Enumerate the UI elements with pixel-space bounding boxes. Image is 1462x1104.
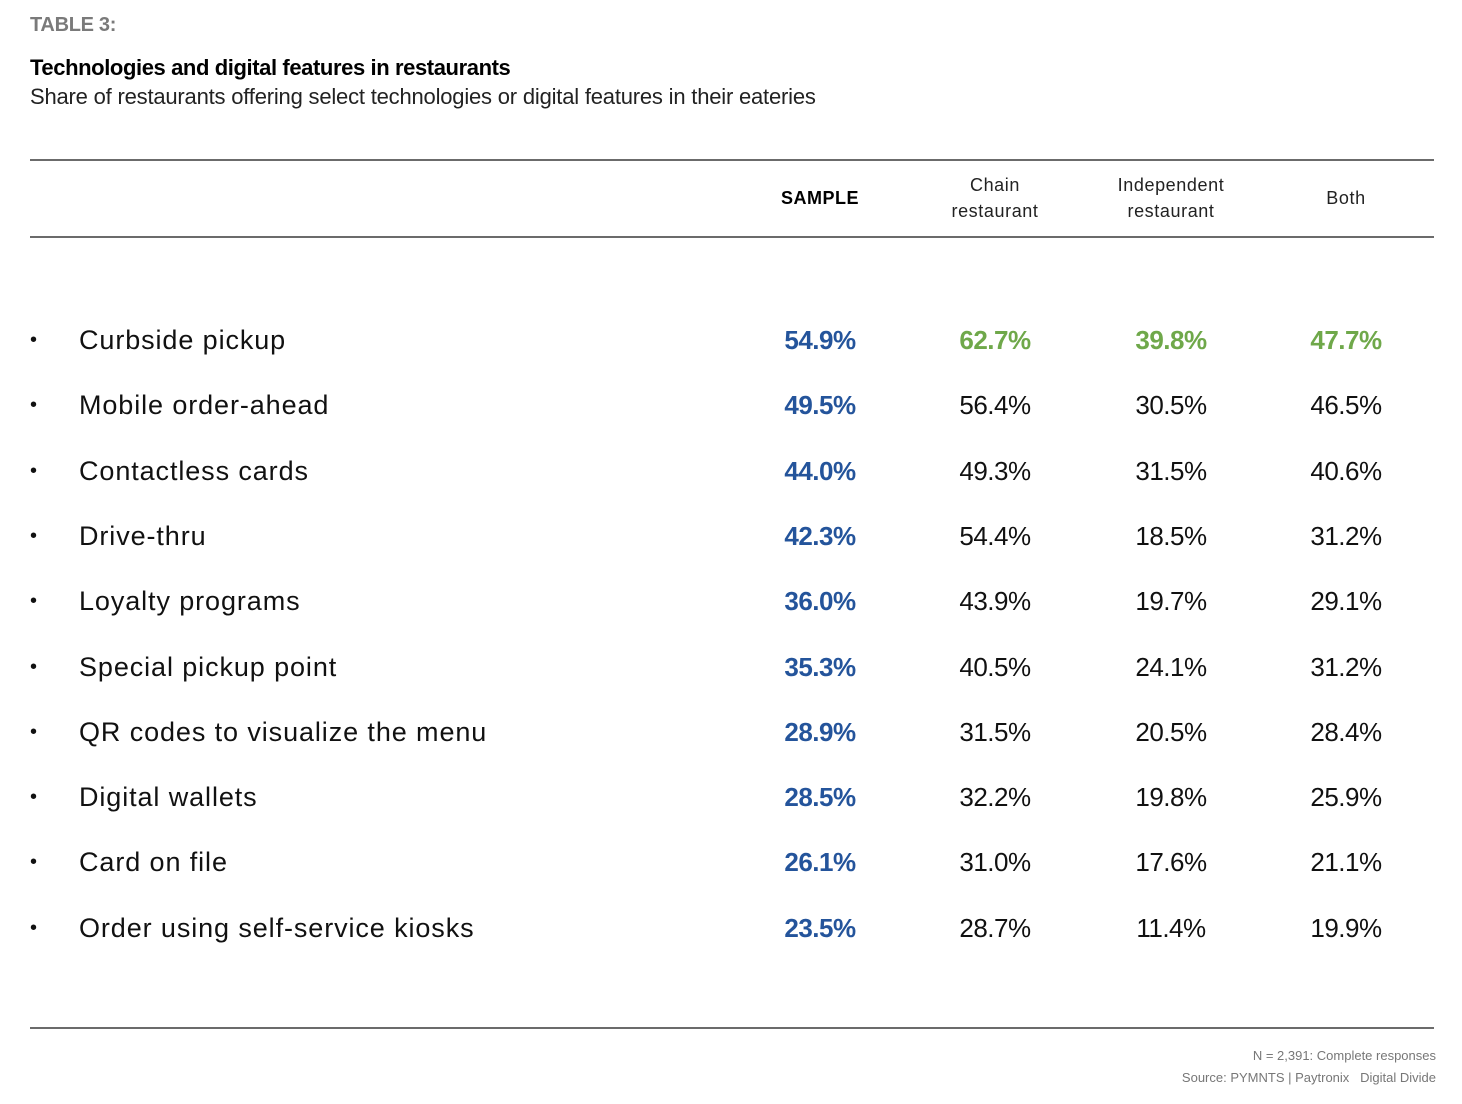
- table-label: TABLE 3:: [30, 14, 117, 36]
- table-row: • Contactless cards 44.0% 49.3% 31.5% 40.6%: [0, 439, 1462, 504]
- bullet-icon: •: [30, 459, 38, 482]
- cell-chain: 31.0%: [959, 847, 1031, 878]
- cell-sample: 36.0%: [784, 586, 856, 617]
- table-row: • Order using self-service kiosks 23.5% 28.…: [0, 896, 1462, 961]
- cell-sample: 54.9%: [784, 325, 856, 355]
- table-row: • Card on file 26.1% 31.0% 17.6% 21.1%: [0, 830, 1462, 895]
- table-title: Technologies and digital features in res…: [30, 55, 511, 80]
- source-note: Source: PYMNTS | Paytronix Digital Divid…: [1181, 1070, 1436, 1085]
- top-rule: [30, 159, 1434, 161]
- table-row: • Drive-thru 42.3% 54.4% 18.5% 31.2%: [0, 504, 1462, 569]
- cell-sample: 28.9%: [784, 716, 856, 747]
- table-row: • Digital wallets 28.5% 32.2% 19.8% 25.9%: [0, 765, 1462, 830]
- cell-both: 47.7%: [1310, 325, 1382, 355]
- table-row: • Curbside pickup 54.9% 62.7% 39.8% 47.7%: [0, 308, 1462, 373]
- feature-label: Drive-thru: [79, 520, 207, 551]
- cell-independent: 31.5%: [1135, 455, 1207, 486]
- cell-sample: 42.3%: [784, 520, 856, 551]
- column-header-chain-line1: Chain: [969, 175, 1020, 195]
- column-header-chain-line2: restaurant: [951, 201, 1039, 221]
- feature-label: Digital wallets: [79, 782, 258, 813]
- bullet-icon: •: [30, 655, 38, 678]
- cell-sample: 44.0%: [784, 455, 856, 486]
- cell-independent: 18.5%: [1135, 520, 1207, 551]
- cell-both: 40.6%: [1310, 455, 1382, 486]
- cell-chain: 32.2%: [959, 782, 1031, 813]
- cell-sample: 49.5%: [784, 390, 856, 421]
- column-header-chain: Chain restaurant: [910, 160, 1080, 236]
- cell-both: 46.5%: [1310, 390, 1382, 421]
- cell-sample: 26.1%: [784, 847, 856, 878]
- cell-chain: 40.5%: [959, 651, 1031, 682]
- bullet-icon: •: [30, 524, 38, 547]
- cell-both: 28.4%: [1310, 716, 1382, 747]
- column-header-both-text: Both: [1326, 188, 1366, 208]
- bullet-icon: •: [30, 590, 38, 613]
- cell-both: 25.9%: [1310, 782, 1382, 813]
- cell-chain: 31.5%: [959, 716, 1031, 747]
- cell-independent: 39.8%: [1135, 325, 1207, 355]
- feature-label: Mobile order-ahead: [79, 390, 330, 421]
- cell-both: 21.1%: [1310, 847, 1382, 878]
- cell-independent: 11.4%: [1136, 912, 1206, 943]
- table-row: • QR codes to visualize the menu 28.9% 31.5…: [0, 700, 1462, 765]
- cell-sample: 28.5%: [784, 782, 856, 813]
- cell-chain: 49.3%: [959, 455, 1031, 486]
- cell-chain: 54.4%: [959, 520, 1031, 551]
- column-header-sample-text: SAMPLE: [780, 188, 859, 208]
- column-header-sample: SAMPLE: [735, 160, 905, 236]
- cell-both: 19.9%: [1310, 912, 1382, 943]
- column-header-independent-line1: Independent: [1117, 175, 1225, 195]
- bullet-icon: •: [30, 786, 38, 809]
- bullet-icon: •: [30, 916, 38, 939]
- cell-both: 29.1%: [1310, 586, 1382, 617]
- feature-label: QR codes to visualize the menu: [79, 716, 488, 747]
- feature-label: Order using self-service kiosks: [79, 912, 475, 943]
- bullet-icon: •: [30, 720, 38, 743]
- cell-independent: 30.5%: [1135, 390, 1207, 421]
- cell-independent: 19.8%: [1135, 782, 1207, 813]
- cell-independent: 24.1%: [1135, 651, 1207, 682]
- cell-chain: 62.7%: [959, 325, 1031, 355]
- cell-chain: 28.7%: [959, 912, 1031, 943]
- cell-chain: 56.4%: [959, 390, 1031, 421]
- column-header-independent: Independent restaurant: [1086, 160, 1256, 236]
- cell-independent: 19.7%: [1135, 586, 1207, 617]
- cell-sample: 35.3%: [784, 651, 856, 682]
- cell-both: 31.2%: [1310, 651, 1382, 682]
- feature-label: Contactless cards: [79, 455, 309, 486]
- sample-size-note: N = 2,391: Complete responses: [1252, 1048, 1436, 1063]
- table-row: • Special pickup point 35.3% 40.5% 24.1% 31.2…: [0, 635, 1462, 700]
- cell-sample: 23.5%: [784, 912, 856, 943]
- bullet-icon: •: [30, 851, 38, 874]
- bottom-rule: [30, 1027, 1434, 1029]
- feature-label: Special pickup point: [79, 651, 338, 682]
- column-header-both: Both: [1261, 160, 1431, 236]
- table-row: • Loyalty programs 36.0% 43.9% 19.7% 29.1%: [0, 569, 1462, 634]
- bullet-icon: •: [30, 394, 38, 417]
- column-header-independent-line2: restaurant: [1127, 201, 1215, 221]
- bullet-icon: •: [30, 329, 38, 351]
- feature-label: Loyalty programs: [79, 586, 301, 617]
- table-subtitle: Share of restaurants offering select tec…: [30, 84, 816, 109]
- cell-chain: 43.9%: [959, 586, 1031, 617]
- feature-label: Curbside pickup: [79, 325, 287, 355]
- feature-label: Card on file: [79, 847, 228, 878]
- cell-both: 31.2%: [1310, 520, 1382, 551]
- header-bottom-rule: [30, 236, 1434, 238]
- cell-independent: 17.6%: [1135, 847, 1207, 878]
- cell-independent: 20.5%: [1135, 716, 1207, 747]
- table-row: • Mobile order-ahead 49.5% 56.4% 30.5% 46.5%: [0, 373, 1462, 438]
